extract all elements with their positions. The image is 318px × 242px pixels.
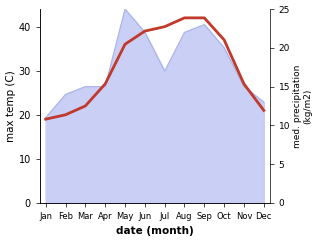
X-axis label: date (month): date (month) [116, 227, 194, 236]
Y-axis label: max temp (C): max temp (C) [5, 70, 16, 142]
Y-axis label: med. precipitation
(kg/m2): med. precipitation (kg/m2) [293, 64, 313, 148]
